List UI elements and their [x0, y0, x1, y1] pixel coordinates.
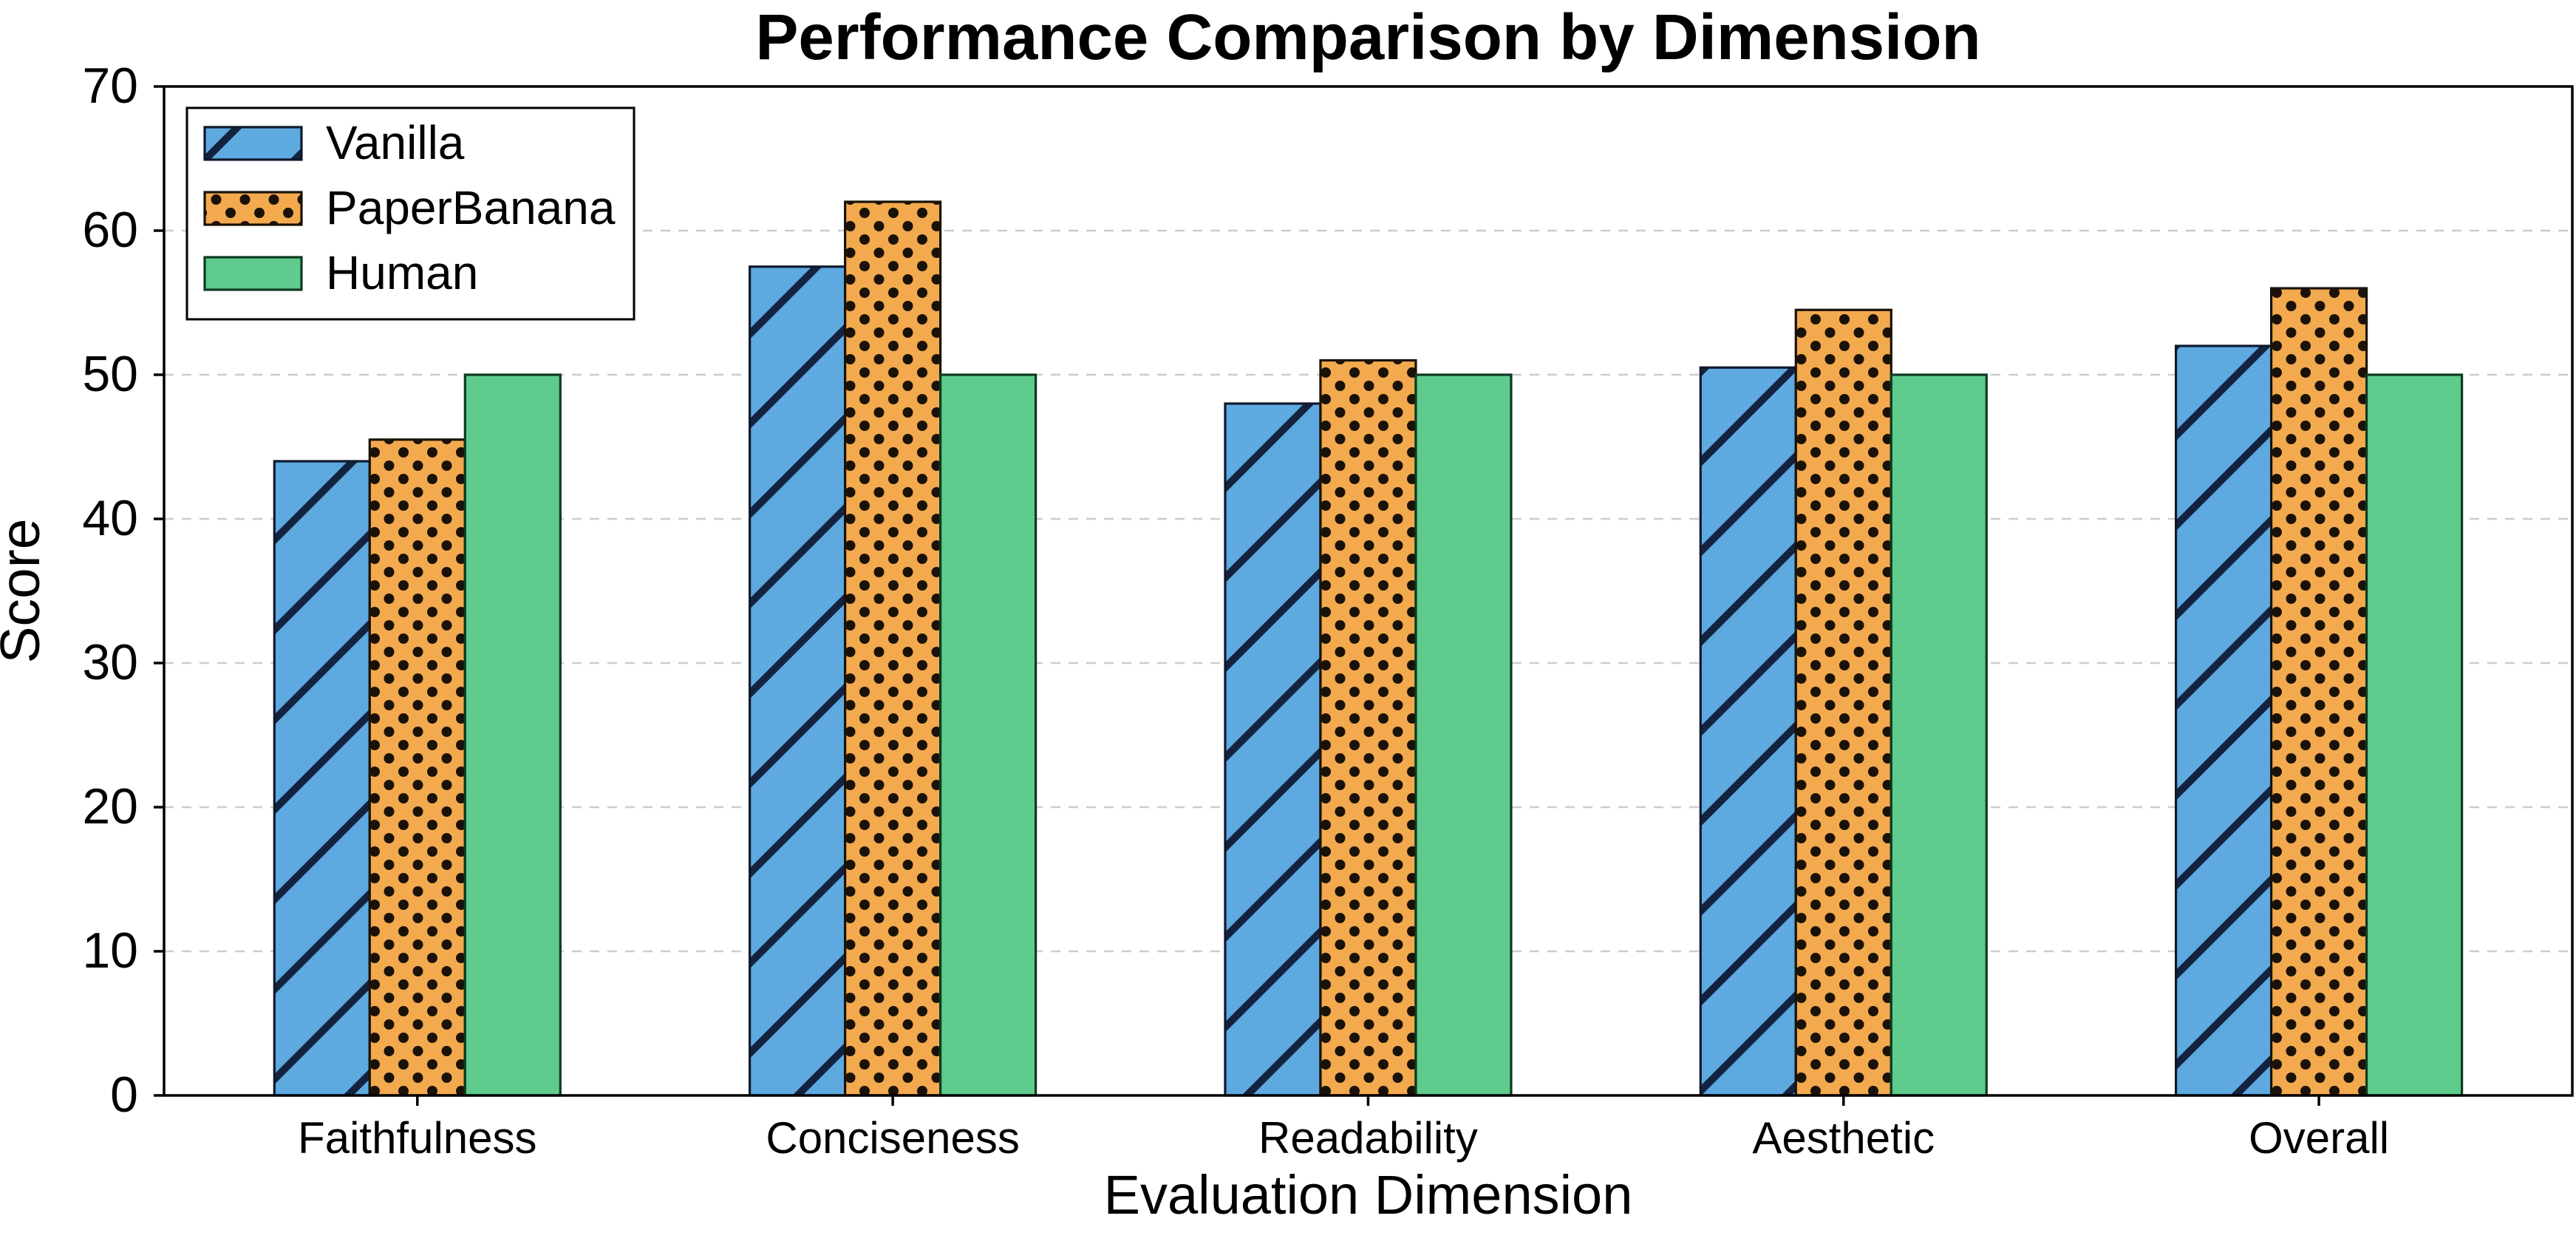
svg-text:Vanilla: Vanilla: [326, 116, 465, 169]
svg-text:Readability: Readability: [1258, 1113, 1478, 1163]
svg-text:Performance Comparison by Dime: Performance Comparison by Dimension: [755, 1, 1980, 73]
svg-text:Conciseness: Conciseness: [766, 1113, 1020, 1163]
svg-text:Aesthetic: Aesthetic: [1752, 1113, 1935, 1163]
svg-text:10: 10: [82, 922, 138, 979]
svg-text:40: 40: [82, 490, 138, 546]
svg-text:50: 50: [82, 346, 138, 402]
svg-text:Faithfulness: Faithfulness: [298, 1113, 537, 1163]
svg-text:70: 70: [82, 58, 138, 114]
svg-text:60: 60: [82, 202, 138, 258]
svg-text:0: 0: [110, 1067, 138, 1123]
svg-text:Overall: Overall: [2249, 1113, 2389, 1163]
svg-text:Score: Score: [0, 519, 51, 664]
svg-text:PaperBanana: PaperBanana: [326, 181, 616, 234]
svg-text:Evaluation Dimension: Evaluation Dimension: [1104, 1164, 1633, 1226]
svg-text:20: 20: [82, 778, 138, 835]
svg-text:30: 30: [82, 634, 138, 690]
svg-text:Human: Human: [326, 246, 478, 299]
